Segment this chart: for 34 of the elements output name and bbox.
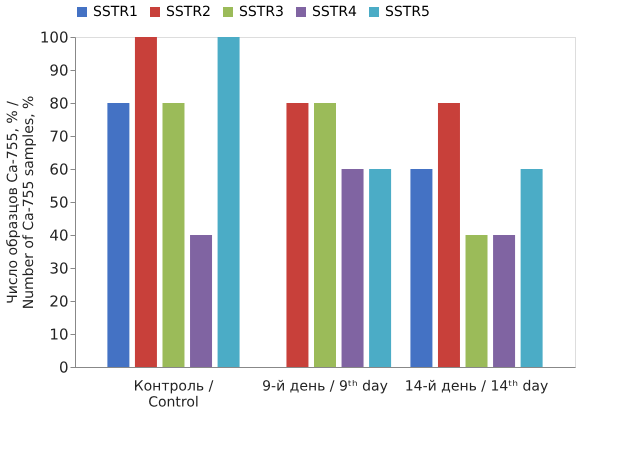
legend-label: SSTR4 [312, 4, 358, 20]
y-tick-label: 60 [49, 160, 68, 178]
legend-label: SSTR3 [239, 4, 284, 20]
y-tick-label: 100 [40, 28, 68, 46]
bar [162, 103, 184, 367]
y-tick-label: 40 [49, 226, 68, 244]
y-tick-label: 20 [49, 292, 68, 310]
bar [314, 103, 336, 367]
bar [134, 37, 157, 367]
y-tick-label: 90 [49, 62, 68, 80]
bar [493, 235, 516, 367]
x-tick-label: Контроль / Control [134, 378, 214, 410]
y-tick-label: 70 [49, 128, 68, 146]
bar [520, 169, 543, 367]
bar [438, 103, 460, 367]
x-tick-label: 9-й день / 9ᵗʰ day [262, 378, 388, 394]
bar [342, 169, 364, 367]
bar [369, 169, 392, 367]
y-axis-title: Число образцов Ca-755, % / Number of Ca-755 samples, % [4, 96, 37, 310]
bar [466, 235, 488, 367]
x-tick-label: 14-й день / 14ᵗʰ day [404, 378, 548, 394]
legend-label: SSTR2 [166, 4, 211, 20]
y-tick-label: 50 [49, 194, 68, 212]
y-tick-label: 30 [49, 260, 68, 278]
legend-label: SSTR5 [385, 4, 430, 20]
bar [218, 37, 240, 367]
bar [286, 103, 308, 367]
bar [190, 235, 212, 367]
bar [107, 103, 130, 367]
y-tick-label: 80 [49, 94, 68, 112]
bar [410, 169, 432, 367]
y-tick-label: 10 [49, 326, 68, 344]
y-tick-label: 0 [58, 358, 68, 376]
legend-label: SSTR1 [93, 4, 138, 20]
